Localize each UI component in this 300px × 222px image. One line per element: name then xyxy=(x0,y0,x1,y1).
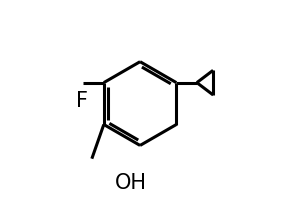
Text: OH: OH xyxy=(115,173,147,193)
Text: F: F xyxy=(76,91,88,111)
